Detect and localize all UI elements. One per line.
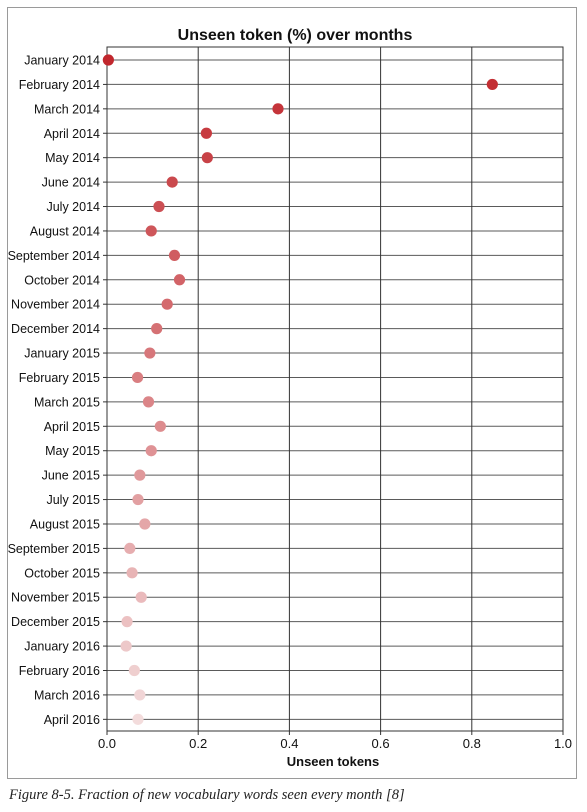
dot-chart: Unseen token (%) over months January 201… — [8, 27, 572, 769]
y-tick-label: December 2015 — [11, 615, 100, 629]
y-tick-label: February 2015 — [19, 371, 100, 385]
data-point — [120, 640, 132, 652]
x-tick-label: 1.0 — [554, 736, 572, 751]
figure-caption: Figure 8-5. Fraction of new vocabulary w… — [9, 787, 405, 803]
y-tick-label: November 2015 — [11, 591, 100, 605]
x-tick-labels: 0.0 0.2 0.4 0.6 0.8 1.0 — [98, 736, 572, 751]
y-tick-label: January 2016 — [24, 640, 100, 654]
data-point — [128, 664, 140, 677]
x-tick-label: 0.8 — [463, 736, 481, 751]
data-point — [124, 542, 136, 555]
y-tick-label: November 2014 — [11, 298, 100, 312]
y-tick-label: June 2015 — [42, 469, 100, 483]
data-point — [131, 371, 144, 384]
y-tick-label: February 2016 — [19, 664, 100, 678]
y-tick-label: September 2015 — [8, 542, 100, 556]
y-tick-label: May 2015 — [45, 444, 100, 458]
data-point — [134, 469, 146, 481]
data-point — [145, 225, 157, 237]
y-tick-label: March 2015 — [34, 395, 100, 409]
data-point — [121, 616, 133, 628]
data-point — [161, 298, 173, 310]
plot-border — [106, 46, 564, 732]
data-point — [200, 127, 213, 139]
data-point — [153, 200, 165, 213]
data-point — [168, 249, 181, 261]
y-tick-label: April 2015 — [44, 420, 100, 434]
y-tick-label: February 2014 — [19, 78, 100, 92]
y-tick-label: August 2014 — [30, 224, 100, 238]
data-points — [102, 54, 498, 725]
data-point — [132, 493, 144, 506]
x-axis-label: Unseen tokens — [287, 754, 379, 769]
data-point — [139, 518, 151, 530]
y-tick-labels: January 2014 February 2014 March 2014 April… — [8, 54, 100, 727]
y-tick-label: August 2015 — [30, 517, 100, 531]
y-tick-label: March 2014 — [34, 102, 100, 116]
data-point — [486, 78, 498, 91]
y-tick-label: October 2015 — [24, 566, 100, 580]
y-tick-label: April 2016 — [44, 713, 100, 727]
y-tick-label: May 2014 — [45, 151, 100, 165]
data-point — [144, 347, 156, 359]
y-tick-label: October 2014 — [24, 273, 100, 287]
data-point — [272, 103, 284, 115]
x-tick-label: 0.6 — [372, 736, 390, 751]
data-point — [201, 152, 213, 164]
x-tick-label: 0.4 — [280, 736, 298, 751]
y-tick-label: September 2014 — [8, 249, 100, 263]
chart-title: Unseen token (%) over months — [178, 27, 413, 44]
data-point — [134, 689, 146, 701]
y-tick-label: March 2016 — [34, 688, 100, 702]
data-point — [151, 323, 163, 335]
x-tick-label: 0.2 — [189, 736, 207, 751]
y-tick-label: July 2014 — [46, 200, 100, 214]
y-tick-label: January 2015 — [24, 347, 100, 361]
y-tick-label: January 2014 — [24, 54, 100, 68]
figure-frame — [7, 7, 577, 779]
data-point — [173, 274, 186, 286]
y-tick-label: December 2014 — [11, 322, 100, 336]
data-point — [142, 396, 155, 408]
data-point — [145, 445, 157, 457]
x-tick-label: 0.0 — [98, 736, 116, 751]
data-point — [135, 591, 147, 603]
data-point — [126, 567, 138, 579]
y-tick-label: July 2015 — [46, 493, 100, 507]
data-point — [166, 176, 178, 188]
grid-lines — [103, 46, 564, 735]
data-point — [154, 420, 166, 432]
data-point — [132, 713, 144, 725]
y-tick-label: June 2014 — [42, 176, 100, 190]
data-point — [102, 54, 114, 66]
y-tick-label: April 2014 — [44, 127, 100, 141]
